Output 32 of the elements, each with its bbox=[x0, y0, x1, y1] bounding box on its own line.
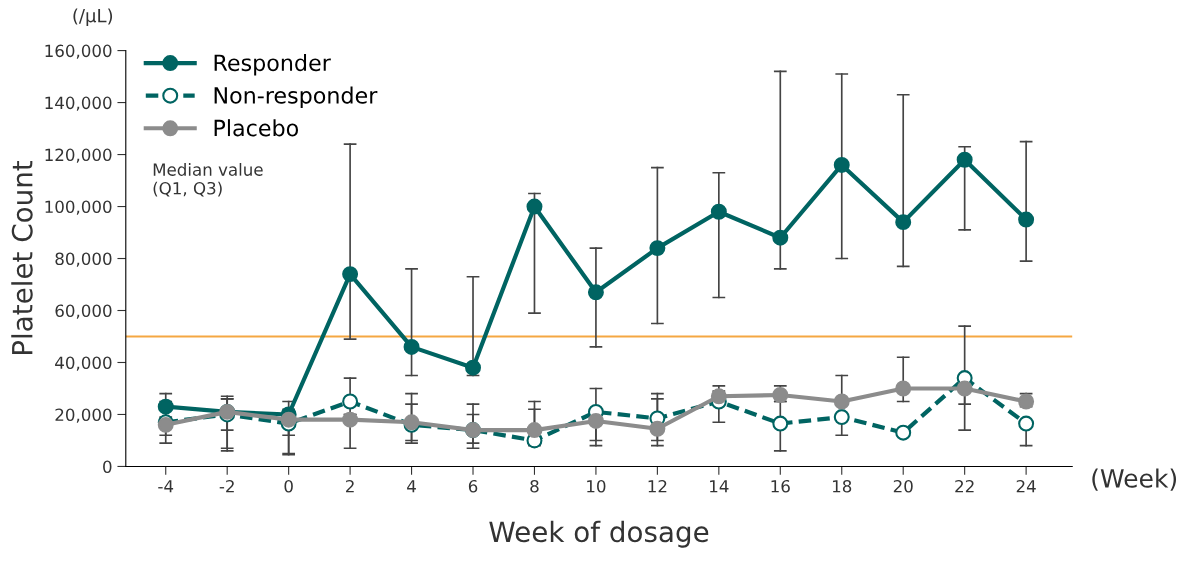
x-tick-label: 14 bbox=[710, 480, 729, 493]
x-tick-label: -2 bbox=[219, 479, 234, 493]
y-tick-label: 40,000 bbox=[55, 356, 112, 371]
y-tick-label: 60,000 bbox=[55, 304, 112, 319]
x-tick-label: 18 bbox=[832, 479, 852, 493]
x-tick-label: 0 bbox=[284, 479, 293, 493]
x-tick-label: 20 bbox=[893, 479, 913, 493]
legend-label: Responder bbox=[214, 53, 331, 76]
x-tick-label: -4 bbox=[158, 480, 174, 493]
y-tick-label: 0 bbox=[103, 460, 112, 474]
y-tick-label: 160,000 bbox=[45, 44, 112, 59]
y-tick-label: 140,000 bbox=[45, 96, 112, 111]
y-tick-label: 80,000 bbox=[55, 252, 112, 267]
x-tick-label: 22 bbox=[955, 479, 974, 493]
x-tick-label: 16 bbox=[771, 479, 790, 493]
y-tick-label: 120,000 bbox=[45, 148, 112, 163]
x-tick-label: 4 bbox=[407, 480, 416, 493]
x-tick-label: 6 bbox=[468, 479, 478, 493]
y-axis-title: Platelet Count bbox=[11, 160, 33, 355]
x-tick-label: 12 bbox=[648, 479, 667, 493]
x-tick-label: 2 bbox=[346, 479, 354, 493]
y-tick-label: 20,000 bbox=[55, 408, 112, 423]
x-tick-label: 24 bbox=[1016, 479, 1036, 493]
legend-label: Non-responder bbox=[214, 86, 378, 109]
text: (/μL) bbox=[73, 8, 113, 26]
legend-label: Placebo bbox=[214, 119, 299, 137]
x-axis-title: Week of dosage bbox=[489, 520, 709, 548]
x-tick-label: 8 bbox=[530, 479, 539, 493]
x-tick-label: 10 bbox=[587, 479, 606, 493]
text: (Week) bbox=[1092, 468, 1177, 491]
y-tick-label: 100,000 bbox=[45, 200, 112, 215]
annotation: Median value (Q1, Q3) bbox=[153, 162, 263, 197]
